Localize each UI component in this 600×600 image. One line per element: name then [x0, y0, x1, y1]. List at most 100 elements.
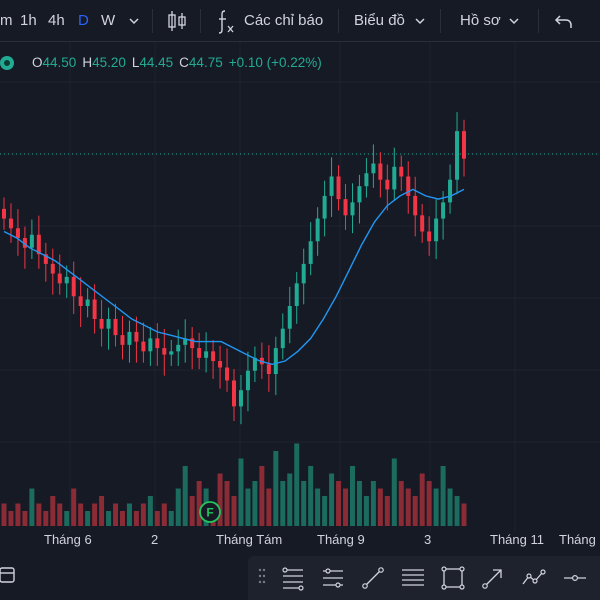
candle-body	[343, 199, 348, 216]
candle-body	[245, 370, 250, 391]
timeframe-minutes[interactable]: m	[0, 12, 13, 29]
volume-bar	[329, 473, 335, 526]
profile-button[interactable]: Hồ sơ	[460, 12, 501, 29]
profile-chevron-down-icon[interactable]	[508, 0, 520, 42]
candle-body	[15, 228, 20, 238]
x-axis-label: Tháng 6	[44, 532, 92, 547]
volume-bar	[433, 488, 439, 526]
volume-bar	[1, 503, 7, 526]
text-notes-icon[interactable]	[396, 556, 430, 600]
candle-body	[106, 318, 111, 329]
volume-bar	[119, 511, 125, 526]
candle-body	[252, 357, 257, 371]
timeframe-1h[interactable]: 1h	[20, 12, 37, 29]
volume-bar	[57, 503, 63, 526]
x-axis-label: Tháng Tám	[216, 532, 283, 547]
candle-body	[462, 131, 466, 159]
volume-bar	[106, 511, 112, 526]
x-axis-label: 2	[151, 532, 159, 547]
candle-body	[448, 179, 453, 203]
candle-body	[350, 202, 355, 216]
candle-body	[322, 195, 327, 219]
chart-type-chevron-down-icon[interactable]	[414, 0, 426, 42]
volume-bar	[189, 496, 195, 526]
volume-bar	[133, 511, 139, 526]
indicators-fx-icon[interactable]	[216, 0, 238, 42]
candle-body	[294, 283, 299, 306]
candle-body	[357, 186, 362, 203]
candle-body	[169, 351, 174, 355]
volume-bar	[168, 511, 174, 526]
volume-bar	[419, 473, 425, 526]
arrow-tool-icon[interactable]	[476, 556, 510, 600]
toolbar-divider	[440, 9, 441, 33]
volume-bar	[398, 481, 404, 526]
drawing-toolbar	[248, 556, 600, 600]
candle-body	[406, 176, 411, 196]
toolbar-divider	[538, 9, 539, 33]
earnings-marker[interactable]: F	[199, 501, 221, 523]
volume-bar	[22, 511, 28, 526]
trend-line-icon[interactable]	[356, 556, 390, 600]
volume-bar	[252, 481, 258, 526]
candles-chart-type-icon[interactable]	[166, 0, 188, 42]
horizontal-line-icon[interactable]	[558, 556, 592, 600]
candle-body	[455, 131, 460, 180]
timeframe-daily[interactable]: D	[78, 12, 89, 29]
volume-bar	[363, 496, 369, 526]
low-key: L	[131, 55, 140, 70]
top-toolbar: m 1h 4h D W Các chỉ báo Biểu đồ Hồ sơ	[0, 0, 600, 42]
candle-body	[71, 276, 76, 297]
path-tool-icon[interactable]	[516, 556, 550, 600]
candle-body	[273, 348, 278, 374]
toolbar-divider	[338, 9, 339, 33]
moving-average-line	[3, 188, 465, 366]
candle-body	[238, 390, 243, 407]
drag-handle-icon[interactable]	[256, 556, 270, 600]
candle-body	[134, 331, 139, 342]
timeframe-chevron-down-icon[interactable]	[128, 0, 140, 42]
date-range-icon[interactable]	[0, 560, 20, 590]
price-chart[interactable]: F	[0, 42, 600, 532]
candle-body	[50, 263, 55, 274]
candle-body	[364, 173, 369, 187]
volume-bar	[8, 511, 14, 526]
volume-bar	[126, 503, 132, 526]
candle-body	[29, 234, 34, 248]
volume-bar	[36, 503, 42, 526]
candle-body	[434, 218, 439, 242]
candle-body	[155, 338, 160, 349]
chart-type-button[interactable]: Biểu đồ	[354, 12, 405, 29]
candle-body	[120, 335, 125, 345]
undo-icon[interactable]	[554, 0, 574, 42]
volume-bar	[92, 503, 98, 526]
indicators-button[interactable]: Các chỉ báo	[244, 12, 324, 29]
volume-bar	[140, 503, 146, 526]
candle-body	[78, 296, 83, 306]
x-axis-label: Tháng 1	[559, 532, 600, 547]
x-axis-label: Tháng 11	[490, 532, 544, 547]
fib-retracement-icon[interactable]	[276, 556, 310, 600]
volume-bar	[43, 511, 49, 526]
volume-bar	[245, 488, 251, 526]
volume-bars	[1, 443, 467, 526]
volume-bar	[391, 458, 397, 526]
timeframe-weekly[interactable]: W	[101, 12, 116, 29]
volume-bar	[175, 488, 181, 526]
timeframe-4h[interactable]: 4h	[48, 12, 65, 29]
volume-bar	[426, 481, 432, 526]
volume-bar	[384, 496, 390, 526]
volume-bar	[154, 511, 160, 526]
rectangle-tool-icon[interactable]	[436, 556, 470, 600]
candle-body	[113, 318, 118, 336]
parallel-channel-icon[interactable]	[316, 556, 350, 600]
candle-body	[211, 351, 216, 362]
x-axis-label: 3	[424, 532, 432, 547]
candle-body	[315, 218, 320, 242]
volume-bar	[224, 481, 230, 526]
volume-bar	[64, 511, 70, 526]
candle-body	[141, 341, 146, 352]
candle-body	[371, 163, 376, 174]
volume-bar	[259, 466, 265, 526]
volume-bar	[182, 466, 188, 526]
